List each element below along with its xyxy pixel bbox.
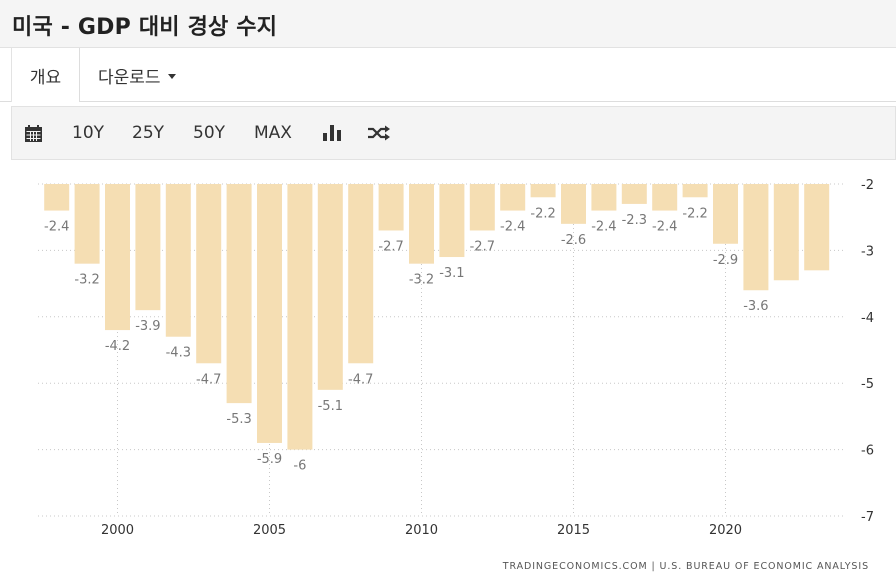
data-label: -3.2 [409,273,434,288]
data-label: -2.7 [470,239,495,254]
y-tick-label: -4 [861,311,874,326]
chart-type-button[interactable] [323,107,341,159]
shuffle-icon [368,125,390,141]
bar [682,184,708,198]
bar [530,184,556,198]
y-tick-label: -3 [861,244,874,259]
x-tick-label: 2015 [557,523,590,538]
x-tick-label: 2005 [253,523,286,538]
data-label: -2.2 [530,206,555,221]
data-label: -4.7 [196,372,221,387]
range-25y-button[interactable]: 25Y [132,123,165,143]
range-50y-button[interactable]: 50Y [193,123,226,143]
bar [652,184,678,211]
x-tick-label: 2000 [101,523,134,538]
chart-area: -2 -3 -4 -5 -6 -7 2000 2005 2010 2015 2020 -2.4 -3.2… [0,160,896,581]
bar [74,184,100,264]
bar [591,184,617,211]
range-10y-button[interactable]: 10Y [72,123,105,143]
data-label: -2.9 [713,253,738,268]
data-label: -2.4 [500,220,525,235]
y-tick-label: -2 [861,178,874,193]
data-label: -4.2 [105,339,130,354]
bar [743,184,769,291]
tab-download-label: 다운로드 [98,67,161,88]
bar-chart-icon [323,125,341,141]
bar [713,184,738,244]
bar [44,184,70,211]
page-title: 미국 - GDP 대비 경상 수지 [12,15,278,40]
data-label: -3.2 [74,273,99,288]
data-label: -2.6 [561,233,586,248]
data-label: -2.4 [652,220,677,235]
bar [621,184,647,204]
nav-tabs: 개요 다운로드 [0,48,896,102]
data-label: -5.9 [257,452,282,467]
bar [500,184,526,211]
y-tick-label: -5 [861,377,874,392]
x-tick-label: 2020 [709,523,742,538]
bar [804,184,830,271]
bar [561,184,586,224]
bar-chart: -2 -3 -4 -5 -6 -7 2000 2005 2010 2015 2020 -2.4 -3.2… [38,178,874,538]
tab-overview[interactable]: 개요 [12,48,80,102]
chart-toolbar: 10Y 25Y 50Y MAX [11,106,896,160]
y-tick-label: -7 [861,510,874,525]
data-label: -2.7 [378,239,403,254]
chart-source: TRADINGECONOMICS.COM | U.S. BUREAU OF EC… [502,561,869,572]
title-bar: 미국 - GDP 대비 경상 수지 [0,0,896,48]
bar [348,184,374,364]
y-tick-label: -6 [861,444,874,459]
compare-button[interactable] [367,107,391,159]
data-label: -3.9 [135,319,160,334]
data-label: -6 [293,459,306,474]
caret-down-icon [167,73,176,79]
nav-divider [11,48,12,102]
bar [773,184,799,281]
bar [378,184,404,231]
bar [196,184,222,364]
range-max-button[interactable]: MAX [254,123,292,143]
bar [135,184,161,311]
data-label: -5.1 [318,399,343,414]
data-label: -4.7 [348,372,373,387]
bar [226,184,252,404]
data-label: -3.1 [439,266,464,281]
bar [257,184,282,443]
bar [105,184,130,331]
data-label: -3.6 [743,299,768,314]
calendar-icon [25,124,42,142]
data-label: -2.3 [622,213,647,228]
bar [317,184,343,390]
bar [409,184,434,264]
x-tick-label: 2010 [405,523,438,538]
data-label: -2.4 [44,220,69,235]
data-label: -2.4 [591,220,616,235]
bar [165,184,191,337]
bar [469,184,495,231]
bar [439,184,465,258]
data-label: -4.3 [166,346,191,361]
calendar-button[interactable] [25,107,42,159]
data-label: -2.2 [682,206,707,221]
data-label: -5.3 [226,412,251,427]
bar [287,184,313,450]
tab-download[interactable]: 다운로드 [98,48,176,102]
